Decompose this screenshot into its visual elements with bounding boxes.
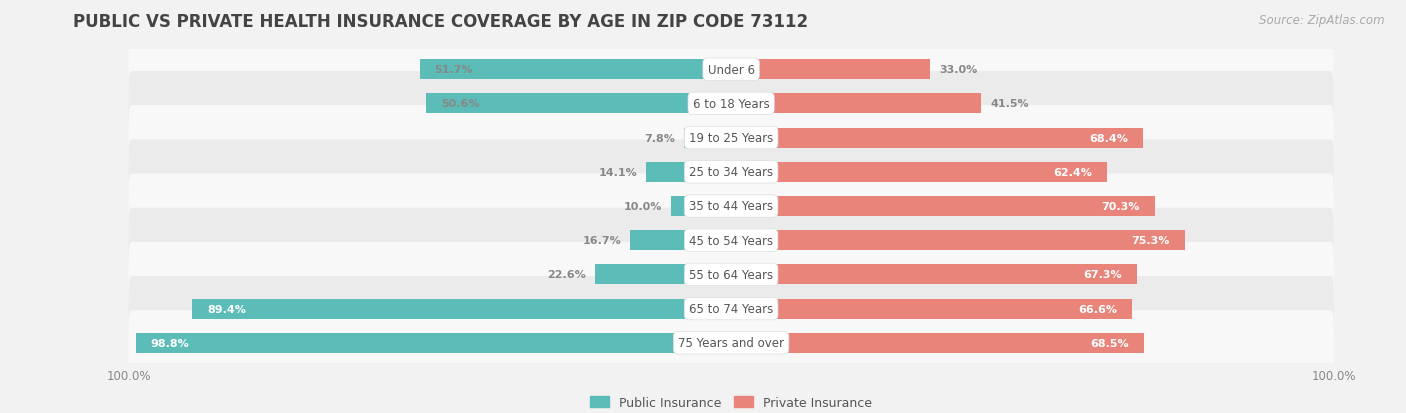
Text: 68.4%: 68.4% bbox=[1090, 133, 1128, 143]
Text: 98.8%: 98.8% bbox=[150, 338, 190, 348]
Text: 75.3%: 75.3% bbox=[1132, 236, 1170, 246]
Text: 50.6%: 50.6% bbox=[441, 99, 479, 109]
Bar bbox=[193, 299, 731, 319]
FancyBboxPatch shape bbox=[128, 38, 1334, 102]
Text: 7.8%: 7.8% bbox=[644, 133, 675, 143]
Bar bbox=[419, 60, 731, 80]
FancyBboxPatch shape bbox=[128, 72, 1334, 137]
Text: 16.7%: 16.7% bbox=[582, 236, 621, 246]
Text: 62.4%: 62.4% bbox=[1053, 167, 1092, 177]
Text: 22.6%: 22.6% bbox=[547, 270, 586, 280]
Text: 45 to 54 Years: 45 to 54 Years bbox=[689, 234, 773, 247]
FancyBboxPatch shape bbox=[128, 311, 1334, 375]
Text: 68.5%: 68.5% bbox=[1090, 338, 1129, 348]
Text: 25 to 34 Years: 25 to 34 Years bbox=[689, 166, 773, 179]
Text: Under 6: Under 6 bbox=[707, 64, 755, 76]
Text: 14.1%: 14.1% bbox=[599, 167, 637, 177]
FancyBboxPatch shape bbox=[128, 174, 1334, 239]
Bar bbox=[731, 94, 981, 114]
Text: PUBLIC VS PRIVATE HEALTH INSURANCE COVERAGE BY AGE IN ZIP CODE 73112: PUBLIC VS PRIVATE HEALTH INSURANCE COVER… bbox=[73, 13, 808, 31]
FancyBboxPatch shape bbox=[128, 106, 1334, 171]
Text: 67.3%: 67.3% bbox=[1083, 270, 1122, 280]
Bar bbox=[731, 299, 1132, 319]
FancyBboxPatch shape bbox=[128, 276, 1334, 341]
FancyBboxPatch shape bbox=[128, 208, 1334, 273]
Text: 35 to 44 Years: 35 to 44 Years bbox=[689, 200, 773, 213]
Text: 70.3%: 70.3% bbox=[1101, 202, 1140, 211]
Bar bbox=[731, 265, 1136, 285]
Text: 75 Years and over: 75 Years and over bbox=[678, 337, 785, 349]
Bar bbox=[426, 94, 731, 114]
Bar bbox=[595, 265, 731, 285]
Bar bbox=[731, 162, 1107, 182]
Text: Source: ZipAtlas.com: Source: ZipAtlas.com bbox=[1260, 14, 1385, 27]
Text: 6 to 18 Years: 6 to 18 Years bbox=[693, 97, 769, 111]
Bar bbox=[671, 197, 731, 216]
Bar bbox=[647, 162, 731, 182]
Text: 66.6%: 66.6% bbox=[1078, 304, 1118, 314]
Text: 65 to 74 Years: 65 to 74 Years bbox=[689, 302, 773, 316]
Text: 89.4%: 89.4% bbox=[208, 304, 246, 314]
Text: 19 to 25 Years: 19 to 25 Years bbox=[689, 132, 773, 145]
Text: 55 to 64 Years: 55 to 64 Years bbox=[689, 268, 773, 281]
Text: 33.0%: 33.0% bbox=[939, 65, 977, 75]
Bar bbox=[685, 128, 731, 148]
Bar bbox=[630, 231, 731, 251]
Text: 51.7%: 51.7% bbox=[434, 65, 474, 75]
Text: 10.0%: 10.0% bbox=[623, 202, 662, 211]
FancyBboxPatch shape bbox=[128, 242, 1334, 307]
FancyBboxPatch shape bbox=[128, 140, 1334, 205]
Bar bbox=[731, 333, 1144, 353]
Legend: Public Insurance, Private Insurance: Public Insurance, Private Insurance bbox=[585, 391, 877, 413]
Text: 41.5%: 41.5% bbox=[990, 99, 1029, 109]
Bar bbox=[731, 60, 929, 80]
Bar bbox=[731, 197, 1154, 216]
Bar bbox=[731, 231, 1185, 251]
Bar bbox=[136, 333, 731, 353]
Bar bbox=[731, 128, 1143, 148]
